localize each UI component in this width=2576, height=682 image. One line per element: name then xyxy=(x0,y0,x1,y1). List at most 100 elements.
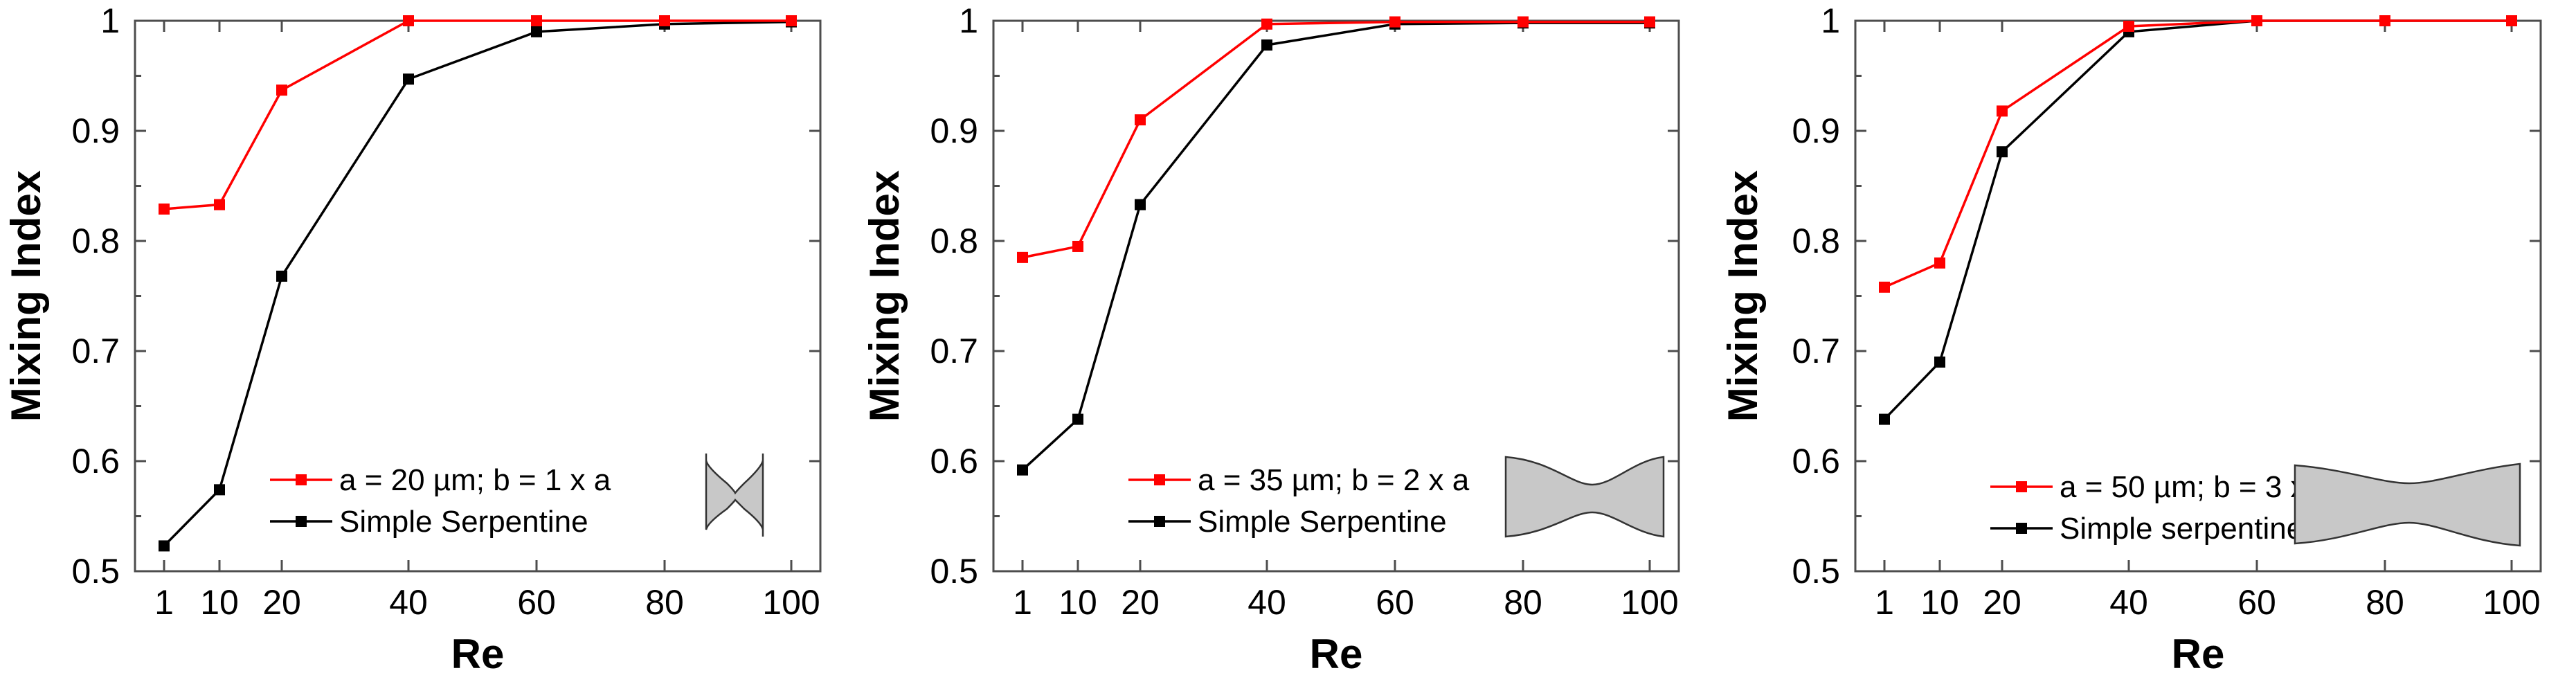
data-point xyxy=(2123,20,2134,32)
data-point xyxy=(1261,18,1272,30)
x-tick-label: 40 xyxy=(389,583,428,622)
y-tick-label: 0.6 xyxy=(930,442,978,481)
legend-label: Simple Serpentine xyxy=(1198,505,1447,539)
x-axis-title: Re xyxy=(1310,631,1363,677)
y-tick-label: 0.5 xyxy=(930,552,978,591)
y-axis-title: Mixing Index xyxy=(1720,170,1766,422)
x-tick-label: 60 xyxy=(2237,583,2276,622)
y-tick-label: 1 xyxy=(1821,1,1840,40)
x-tick-label: 20 xyxy=(1121,583,1160,622)
x-tick-label: 60 xyxy=(517,583,556,622)
series-line-1 xyxy=(1884,19,2512,289)
x-tick-label: 1 xyxy=(1013,583,1032,622)
y-tick-label: 0.7 xyxy=(1792,332,1840,370)
y-tick-label: 0.7 xyxy=(71,332,120,370)
x-tick-label: 80 xyxy=(1504,583,1542,622)
data-point xyxy=(159,540,170,552)
channel-geometry-inset xyxy=(705,454,764,537)
legend-label: a = 20 µm; b = 1 x a xyxy=(339,463,611,497)
data-point xyxy=(1072,413,1083,425)
x-tick-label: 20 xyxy=(1983,583,2021,622)
data-point xyxy=(1879,281,1890,293)
data-point xyxy=(1072,240,1083,252)
data-point xyxy=(786,15,797,26)
y-axis-title: Mixing Index xyxy=(3,170,49,422)
data-point xyxy=(1389,16,1400,28)
data-point xyxy=(1135,114,1146,126)
y-tick-label: 0.5 xyxy=(1792,552,1840,591)
x-tick-label: 60 xyxy=(1376,583,1414,622)
data-point xyxy=(2379,15,2390,26)
y-tick-label: 0.9 xyxy=(930,111,978,150)
x-tick-label: 100 xyxy=(762,583,820,622)
x-tick-label: 10 xyxy=(1059,583,1097,622)
series-line-2 xyxy=(1021,21,1650,472)
x-axis-title: Re xyxy=(451,631,505,677)
data-point xyxy=(1517,16,1529,28)
legend-marker xyxy=(1154,474,1165,485)
x-tick-label: 40 xyxy=(1248,583,1286,622)
legend-label: a = 50 µm; b = 3 x a xyxy=(2060,470,2332,504)
y-tick-label: 0.8 xyxy=(1792,222,1840,260)
series-line-2 xyxy=(1883,19,2512,420)
x-axis-title: Re xyxy=(2172,631,2225,677)
x-tick-label: 1 xyxy=(1875,583,1894,622)
y-tick-label: 0.8 xyxy=(71,222,120,260)
y-tick-label: 1 xyxy=(100,1,120,40)
y-tick-label: 0.8 xyxy=(930,222,978,260)
legend-label: Simple serpentine xyxy=(2060,512,2303,546)
data-point xyxy=(1135,199,1146,210)
data-point xyxy=(2251,15,2262,26)
data-point xyxy=(1934,356,1945,368)
data-point xyxy=(159,203,170,215)
data-point xyxy=(214,199,225,210)
data-point xyxy=(403,73,414,85)
series-line-1 xyxy=(1022,20,1650,259)
y-tick-label: 0.6 xyxy=(1792,442,1840,481)
data-point xyxy=(2506,15,2517,26)
legend-marker xyxy=(296,474,307,485)
x-tick-label: 10 xyxy=(200,583,239,622)
legend-marker xyxy=(2016,523,2027,534)
y-tick-label: 0.9 xyxy=(71,111,120,150)
data-point xyxy=(1017,464,1028,476)
data-point xyxy=(1997,105,2008,117)
series-line-1 xyxy=(163,19,791,210)
chart-panel-3: 0.5 0.6 0.7 0.8 0.9 1 1 10 20 40 60 80 100 Re Mixing I… xyxy=(1720,1,2542,677)
data-point xyxy=(1879,413,1890,425)
y-tick-label: 0.9 xyxy=(1792,111,1840,150)
legend-label: a = 35 µm; b = 2 x a xyxy=(1198,463,1470,497)
data-point xyxy=(403,15,414,26)
y-tick-label: 0.7 xyxy=(930,332,978,370)
channel-geometry-inset xyxy=(2294,463,2521,547)
y-axis-title: Mixing Index xyxy=(861,170,908,422)
legend-marker xyxy=(1154,516,1165,527)
data-point xyxy=(276,84,287,96)
x-tick-label: 80 xyxy=(2366,583,2404,622)
data-point xyxy=(531,15,542,26)
x-tick-label: 80 xyxy=(645,583,684,622)
data-point xyxy=(1017,251,1028,263)
legend-marker xyxy=(296,516,307,527)
chart-panel-2: 0.5 0.6 0.7 0.8 0.9 1 1 10 20 40 60 80 100 Re Mixing I… xyxy=(861,1,1680,677)
legend-marker xyxy=(2016,481,2027,492)
data-point xyxy=(531,26,542,37)
data-point xyxy=(1997,146,2008,158)
y-tick-label: 0.5 xyxy=(71,552,120,591)
x-tick-label: 40 xyxy=(2109,583,2148,622)
x-tick-label: 10 xyxy=(1920,583,1959,622)
x-tick-label: 100 xyxy=(1621,583,1678,622)
x-tick-label: 1 xyxy=(154,583,174,622)
data-point xyxy=(659,15,670,26)
data-point xyxy=(1934,257,1945,269)
y-tick-label: 1 xyxy=(959,1,978,40)
chart-panel-1: 0.5 0.6 0.7 0.8 0.9 1 1 10 20 40 60 80 100 Re Mixing I… xyxy=(3,1,822,677)
y-tick-label: 0.6 xyxy=(71,442,120,481)
legend-label: Simple Serpentine xyxy=(339,505,588,539)
data-point xyxy=(214,484,225,496)
x-tick-label: 20 xyxy=(262,583,301,622)
data-point xyxy=(1261,39,1272,51)
data-point xyxy=(1644,16,1655,28)
data-point xyxy=(276,270,287,282)
